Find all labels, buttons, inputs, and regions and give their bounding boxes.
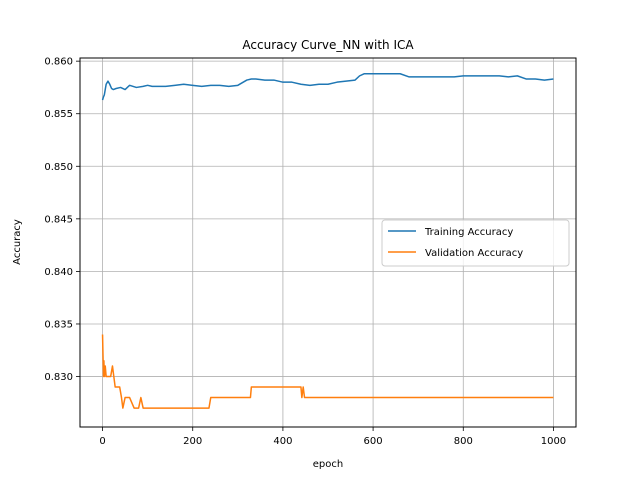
grid: [80, 58, 576, 427]
axis-ticks: 0 200 400 600 800 1000 0.830 0.835 0.840 0.845 0.8…: [44, 57, 566, 447]
y-tick-label: 0.855: [44, 109, 73, 120]
x-tick-label: 200: [183, 436, 202, 447]
y-tick-label: 0.845: [44, 214, 73, 225]
validation-accuracy-line: [101, 334, 554, 409]
y-axis-label: Accuracy: [12, 219, 23, 265]
legend-label-training: Training Accuracy: [424, 227, 513, 238]
y-tick-label: 0.850: [44, 162, 73, 173]
x-tick-label: 800: [454, 436, 473, 447]
legend: Training Accuracy Validation Accuracy: [381, 219, 570, 267]
x-tick-label: 600: [364, 436, 383, 447]
y-tick-label: 0.860: [44, 57, 73, 68]
x-tick-label: 400: [273, 436, 292, 447]
series-lines: [101, 73, 554, 409]
chart-title: Accuracy Curve_NN with ICA: [242, 38, 414, 52]
x-tick-label: 1000: [541, 436, 566, 447]
legend-label-validation: Validation Accuracy: [425, 248, 523, 259]
y-tick-label: 0.840: [44, 267, 73, 278]
y-tick-label: 0.835: [44, 319, 73, 330]
x-tick-label: 0: [99, 436, 105, 447]
plot-frame: [79, 57, 577, 428]
training-accuracy-line: [101, 73, 554, 101]
y-tick-label: 0.830: [44, 372, 73, 383]
legend-box: [381, 219, 570, 267]
x-axis-label: epoch: [313, 459, 343, 470]
